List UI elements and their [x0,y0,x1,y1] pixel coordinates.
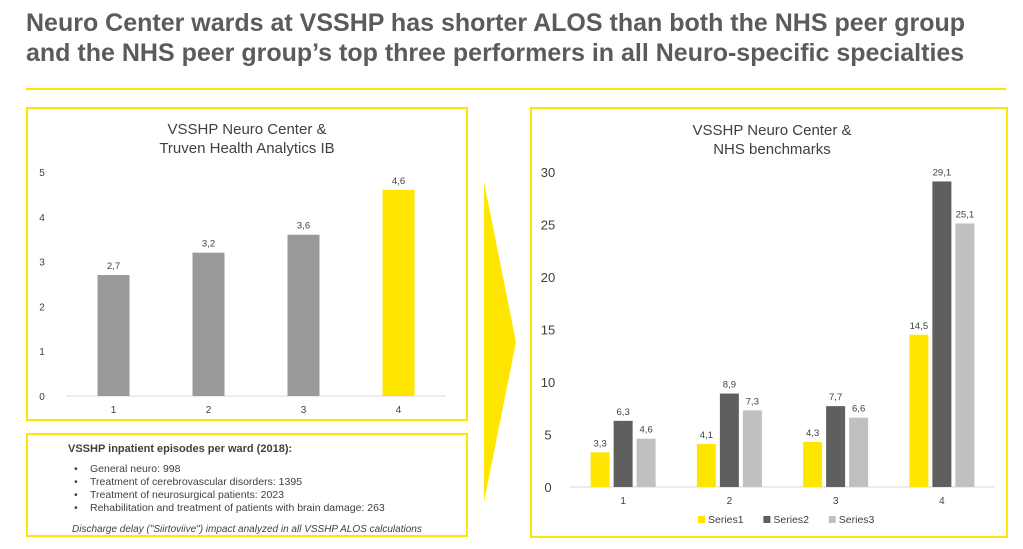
chart2-bar [719,393,739,487]
chart2-bar [803,441,823,487]
chart1-y-tick-label: 4 [39,213,45,224]
chart1-y-tick-label: 5 [39,168,45,179]
chart1-bar [192,252,225,396]
chart2-bar [742,410,762,487]
chart1-y-tick-label: 1 [39,347,45,358]
chart1-y-tick-label: 2 [39,302,45,313]
slide-title-line-2: and the NHS peer group’s top three perfo… [26,39,965,67]
left-chart-panel: VSSHP Neuro Center & Truven Health Analy… [26,107,468,421]
chart2-x-tick-label: 1 [620,496,626,507]
legend-swatch [763,516,771,523]
chart2-data-label: 7,7 [829,392,842,403]
info-box: VSSHP inpatient episodes per ward (2018)… [26,433,468,537]
chart1-data-label: 2,7 [107,261,120,272]
bullet-icon: • [74,502,78,514]
chart2-bar [955,223,975,487]
bullet-icon: • [74,476,78,488]
chart2-y-tick-label: 10 [541,375,555,390]
chart2-bar [696,443,716,487]
list-item: • Treatment of neurosurgical patients: 20… [72,489,385,502]
chart2-y-tick-label: 20 [541,270,555,285]
bullet-icon: • [74,463,78,475]
chart2-y-tick-label: 5 [544,428,551,443]
chart2-data-label: 7,3 [746,396,759,407]
chart2-bar [590,452,610,487]
chart1-bar [287,234,320,396]
list-item: • General neuro: 998 [72,463,385,476]
chart1-bar [382,189,415,396]
info-heading: VSSHP inpatient episodes per ward (2018)… [68,443,293,455]
chart2-y-tick-label: 0 [544,480,551,495]
chart-vsshp-vs-truven: VSSHP Neuro Center & Truven Health Analy… [39,121,446,416]
discharge-delay-note: Discharge delay ("Siirtoviive") impact a… [72,524,422,535]
chart1-y-tick-label: 3 [39,258,45,269]
chart2-data-label: 8,9 [723,380,736,391]
chart1-x-tick-label: 4 [396,405,402,416]
legend-entry: Series2 [773,514,809,526]
chart2-x-tick-label: 3 [833,496,839,507]
bullet-icon: • [74,489,78,501]
title-divider [26,88,1006,90]
chart2-bar [613,420,633,487]
chart1-y-tick-label: 0 [39,392,45,403]
chart2-bar [849,417,869,487]
chart2-y-tick-label: 25 [541,218,555,233]
chart1-data-label: 4,6 [392,176,405,187]
chart2-data-label: 3,3 [594,438,607,449]
slide-title: Neuro Center wards at VSSHP has shorter … [26,8,1006,68]
list-item-text: Treatment of cerebrovascular disorders: … [90,476,303,488]
chart2-bar [826,406,846,487]
chart2-data-label: 6,6 [852,404,865,415]
chart1-data-label: 3,6 [297,221,310,232]
chart2-bar [636,438,656,487]
chart-vsshp-vs-nhs: VSSHP Neuro Center & NHS benchmarks 0 5 10… [541,122,995,526]
list-item: • Rehabilitation and treatment of patient… [72,502,385,515]
legend-swatch [698,516,705,523]
chart1-bar [97,275,130,396]
chart2-title-line-2: NHS benchmarks [713,141,831,158]
chart2-data-label: 14,5 [910,321,929,332]
chart2-data-label: 6,3 [617,407,630,418]
right-chart-panel: VSSHP Neuro Center & NHS benchmarks 0 5 10… [530,107,1008,538]
list-item: • Treatment of cerebrovascular disorders:… [72,476,385,489]
chart2-bar [932,181,952,487]
chart2-x-tick-label: 2 [727,496,733,507]
chart2-y-tick-label: 30 [541,165,555,180]
chart2-bar [909,334,929,487]
chart2-data-label: 25,1 [956,209,975,220]
legend-swatch [828,516,836,523]
chart2-data-label: 4,3 [806,428,819,439]
legend-entry: Series3 [839,514,875,526]
ward-episode-list: • General neuro: 998 • Treatment of cerebr… [72,463,385,515]
chart1-x-tick-label: 3 [301,405,307,416]
chart2-title-line-1: VSSHP Neuro Center & [693,122,852,139]
slide-title-line-1: Neuro Center wards at VSSHP has shorter … [26,9,966,37]
chart2-data-label: 29,1 [933,167,952,178]
list-item-text: Rehabilitation and treatment of patients… [90,502,385,514]
right-arrow-chevron-icon [484,182,516,502]
chart2-data-label: 4,6 [640,425,653,436]
chart1-x-tick-label: 2 [206,405,212,416]
chart1-data-label: 3,2 [202,239,215,250]
chart1-title-line-2: Truven Health Analytics IB [159,140,334,157]
list-item-text: Treatment of neurosurgical patients: 202… [90,489,284,501]
chart2-y-tick-label: 15 [541,323,555,338]
chart1-title-line-1: VSSHP Neuro Center & [168,121,327,138]
chart1-x-tick-label: 1 [111,405,117,416]
legend-entry: Series1 [708,514,744,526]
list-item-text: General neuro: 998 [90,463,181,475]
chart2-x-tick-label: 4 [939,496,945,507]
chart2-data-label: 4,1 [700,430,713,441]
